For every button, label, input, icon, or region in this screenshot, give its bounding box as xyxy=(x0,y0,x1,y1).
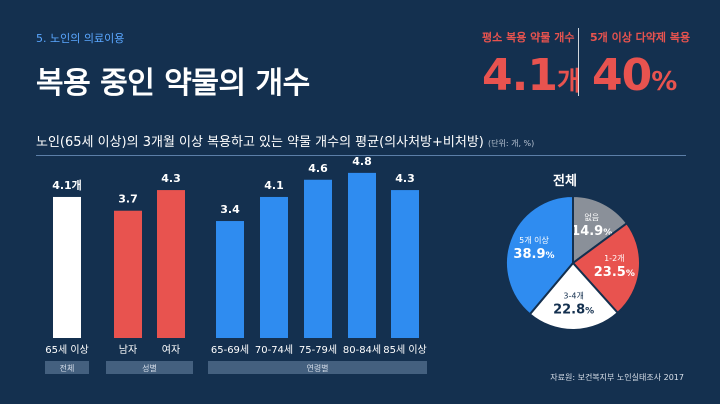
bar-value-label: 3.7 xyxy=(118,193,138,206)
bar-value-label: 4.6 xyxy=(308,162,328,175)
bar-category-label: 65세 이상 xyxy=(45,344,89,356)
pie-slice-label: 1-2개 xyxy=(604,253,624,263)
group-label: 성별 xyxy=(142,363,157,373)
bar-category-label: 65-69세 xyxy=(211,344,249,356)
pie-slice-unit: % xyxy=(585,307,594,317)
pie-slice-value: 38.9% xyxy=(513,247,554,262)
pie-slice-unit: % xyxy=(626,269,635,279)
stat-number-poly: 40 xyxy=(592,50,652,101)
bar xyxy=(348,172,376,338)
pie-slice xyxy=(505,194,574,316)
stat-label-avg: 평소 복용 약물 개수 xyxy=(482,31,575,44)
pie-slice-label: 없음 xyxy=(584,213,599,222)
pie-slice-value: 22.8% xyxy=(553,303,594,318)
stat-value-poly: 40% xyxy=(592,50,677,101)
pie-slice-number: 22.8 xyxy=(553,303,585,318)
stat-label-poly: 5개 이상 다약제 복용 xyxy=(590,31,691,44)
bar xyxy=(53,196,81,338)
bar xyxy=(157,190,185,338)
bar-value-label: 3.4 xyxy=(220,203,240,216)
header-rule xyxy=(36,155,686,156)
pie-slice xyxy=(571,221,641,315)
pie-slice-value: 23.5% xyxy=(594,265,635,280)
bar-category-label: 80-84세 xyxy=(343,344,381,356)
subtitle-text: 노인(65세 이상)의 3개월 이상 복용하고 있는 약물 개수의 평균(의사처… xyxy=(36,135,484,150)
bar-value-label: 4.3 xyxy=(161,172,181,185)
bar-value-label: 4.8 xyxy=(352,155,372,168)
bar-category-label: 75-79세 xyxy=(299,344,337,356)
bar-category-label: 70-74세 xyxy=(255,344,293,356)
stat-divider xyxy=(578,28,579,96)
bar-value-label: 4.3 xyxy=(395,172,415,185)
chart-subtitle: 노인(65세 이상)의 3개월 이상 복용하고 있는 약물 개수의 평균(의사처… xyxy=(36,131,534,150)
bar-value-label: 4.1개 xyxy=(52,178,82,192)
group-label: 전체 xyxy=(60,363,75,373)
bar xyxy=(114,210,142,338)
bar xyxy=(304,179,332,338)
bar-value-label: 4.1 xyxy=(264,179,284,192)
stat-number-avg: 4.1 xyxy=(482,50,558,101)
pie-title: 전체 xyxy=(553,174,577,189)
pie-slice-unit: % xyxy=(546,251,555,261)
pie-slice-label: 3-4개 xyxy=(563,291,583,301)
unit-note: (단위: 개, %) xyxy=(488,139,535,148)
pie-slice-label: 5개 이상 xyxy=(519,235,549,245)
pie-slice-number: 38.9 xyxy=(513,247,545,262)
stat-unit-avg: 개 xyxy=(556,67,581,97)
section-label: 5. 노인의 의료이용 xyxy=(36,32,125,45)
bar-category-label: 85세 이상 xyxy=(383,344,427,356)
pie-slice-number: 23.5 xyxy=(594,265,626,280)
source-note: 자료원: 보건복지부 노인실태조사 2017 xyxy=(550,373,684,382)
bar-category-label: 여자 xyxy=(162,344,180,356)
page-title: 복용 중인 약물의 개수 xyxy=(36,66,310,101)
pie-slice xyxy=(528,261,620,331)
group-label: 연령별 xyxy=(306,363,328,373)
stat-value-avg: 4.1개 xyxy=(482,50,581,101)
pie-slice-number: 14.9 xyxy=(571,224,603,239)
pie-slice xyxy=(572,194,629,265)
bar xyxy=(260,196,288,338)
bar xyxy=(391,190,419,338)
bar-category-label: 남자 xyxy=(119,344,137,356)
pie-slice-unit: % xyxy=(603,228,612,238)
stat-unit-poly: % xyxy=(651,67,677,97)
group-label-box xyxy=(45,361,89,374)
bar xyxy=(216,221,244,338)
group-label-box xyxy=(106,361,193,374)
pie-slice-value: 14.9% xyxy=(571,224,612,239)
group-label-box xyxy=(208,361,427,374)
